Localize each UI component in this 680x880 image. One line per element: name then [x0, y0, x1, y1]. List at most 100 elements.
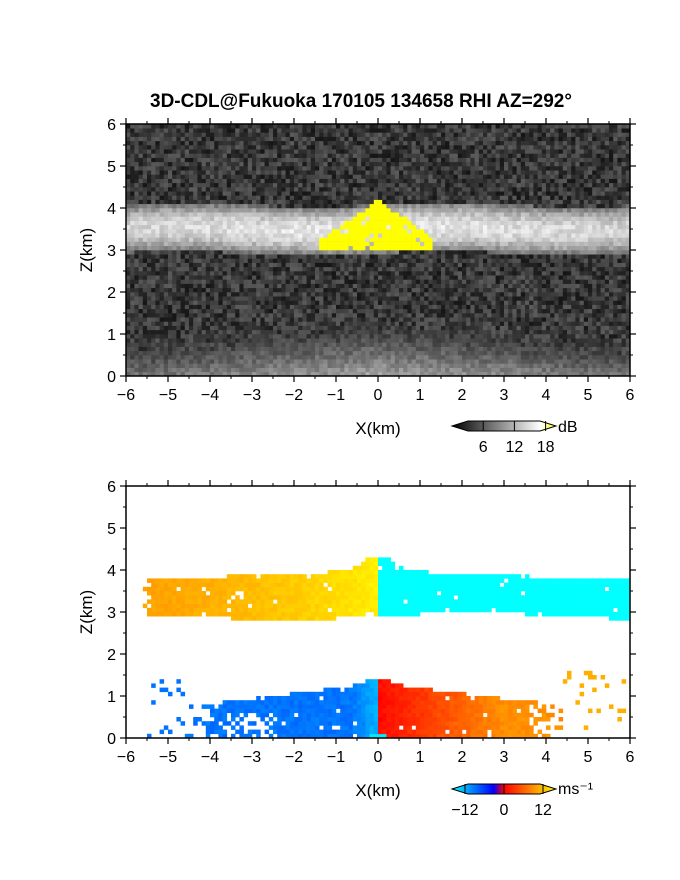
reflectivity-cell [424, 195, 429, 200]
reflectivity-cell [264, 241, 270, 247]
reflectivity-cell [256, 334, 261, 339]
reflectivity-cell [310, 136, 316, 142]
reflectivity-cell [382, 346, 387, 352]
reflectivity-cell [268, 220, 274, 226]
reflectivity-cell [147, 258, 152, 263]
reflectivity-cell [264, 174, 270, 179]
reflectivity-cell [361, 161, 366, 167]
reflectivity-cell [327, 329, 333, 335]
reflectivity-cell [243, 245, 249, 251]
reflectivity-cell [470, 241, 475, 247]
reflectivity-cell [365, 350, 370, 356]
reflectivity-cell [218, 124, 223, 129]
reflectivity-cell [243, 153, 249, 158]
reflectivity-cell [352, 170, 358, 175]
reflectivity-cell [415, 296, 421, 301]
reflectivity-cell [260, 224, 265, 230]
reflectivity-cell [252, 224, 257, 230]
reflectivity-cell [302, 296, 307, 301]
reflectivity-cell [407, 208, 412, 213]
reflectivity-cell [285, 300, 291, 305]
reflectivity-cell [159, 300, 165, 305]
reflectivity-cell [415, 313, 421, 318]
reflectivity-cell [277, 149, 282, 154]
reflectivity-cell [331, 292, 337, 297]
reflectivity-cell [151, 287, 156, 293]
reflectivity-cell [310, 250, 316, 255]
reflectivity-cell [390, 342, 396, 347]
reflectivity-cell [436, 279, 442, 284]
reflectivity-cell [344, 250, 349, 255]
reflectivity-cell [352, 275, 358, 280]
reflectivity-cell [407, 313, 412, 318]
reflectivity-cell [382, 296, 387, 301]
reflectivity-cell [201, 128, 207, 133]
reflectivity-cell [310, 170, 316, 175]
reflectivity-cell [264, 212, 270, 217]
reflectivity-cell [184, 262, 190, 268]
reflectivity-cell [327, 124, 333, 129]
reflectivity-cell [163, 174, 169, 179]
reflectivity-cell [201, 157, 207, 163]
reflectivity-cell [386, 241, 391, 247]
reflectivity-cell [142, 220, 148, 226]
reflectivity-cell [142, 300, 148, 305]
reflectivity-cell [424, 199, 429, 205]
reflectivity-cell [344, 224, 349, 230]
reflectivity-cell [407, 300, 412, 305]
reflectivity-cell [453, 166, 459, 171]
reflectivity-cell [319, 224, 324, 230]
reflectivity-cell [159, 229, 165, 234]
reflectivity-cell [357, 325, 362, 331]
reflectivity-cell [373, 216, 379, 221]
reflectivity-cell [453, 338, 459, 343]
reflectivity-cell [310, 132, 316, 137]
reflectivity-cell [201, 124, 207, 129]
reflectivity-cell [264, 271, 270, 276]
reflectivity-cell [386, 346, 391, 352]
reflectivity-cell [151, 371, 156, 376]
reflectivity-cell [163, 300, 169, 305]
reflectivity-cell [247, 313, 253, 318]
reflectivity-cell [399, 287, 404, 293]
reflectivity-cell [466, 208, 471, 213]
reflectivity-cell [415, 304, 421, 310]
reflectivity-cell [453, 212, 459, 217]
reflectivity-cell [474, 350, 480, 356]
reflectivity-cell [378, 182, 383, 188]
reflectivity-cell [357, 292, 362, 297]
reflectivity-cell [436, 237, 442, 242]
reflectivity-cell [264, 229, 270, 234]
reflectivity-cell [243, 271, 249, 276]
reflectivity-cell [172, 195, 177, 200]
reflectivity-cell [289, 296, 295, 301]
reflectivity-cell [352, 187, 358, 192]
reflectivity-cell [247, 287, 253, 293]
reflectivity-cell [218, 359, 223, 364]
reflectivity-cell [210, 161, 215, 167]
reflectivity-cell [201, 359, 207, 364]
reflectivity-cell [306, 241, 312, 247]
reflectivity-cell [453, 262, 459, 268]
reflectivity-cell [155, 355, 160, 360]
reflectivity-cell [155, 258, 160, 263]
reflectivity-cell [277, 325, 282, 331]
reflectivity-cell [226, 300, 232, 305]
reflectivity-cell [394, 128, 400, 133]
reflectivity-cell [365, 292, 370, 297]
reflectivity-cell [415, 153, 421, 158]
reflectivity-cell [256, 233, 261, 238]
reflectivity-cell [134, 355, 139, 360]
reflectivity-cell [281, 229, 286, 234]
reflectivity-cell [142, 325, 148, 331]
reflectivity-cell [159, 304, 165, 310]
reflectivity-cell [415, 321, 421, 326]
reflectivity-cell [420, 300, 425, 305]
reflectivity-cell [357, 153, 362, 158]
reflectivity-cell [336, 199, 341, 205]
reflectivity-cell [260, 300, 265, 305]
reflectivity-cell [306, 250, 312, 255]
reflectivity-cell [197, 178, 202, 184]
reflectivity-cell [357, 187, 362, 192]
reflectivity-cell [378, 174, 383, 179]
